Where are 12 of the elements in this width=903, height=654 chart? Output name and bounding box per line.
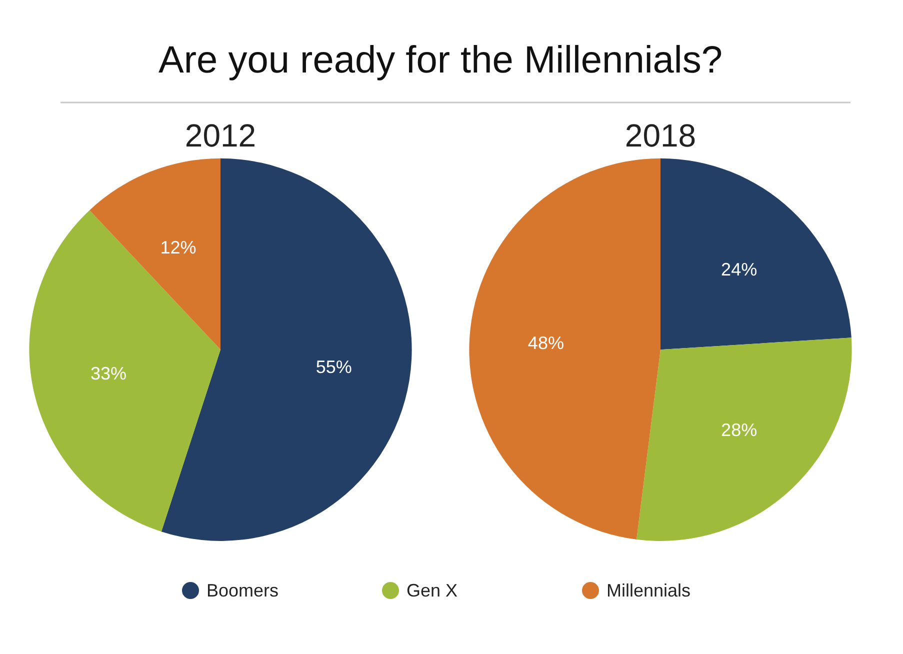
data-label: 55% <box>316 356 352 377</box>
legend-label: Gen X <box>406 580 458 600</box>
text: Are you ready for the Millennials? <box>158 40 722 82</box>
chart-title: 2012 <box>184 118 256 154</box>
data-label: 24% <box>721 259 758 280</box>
legend-label: Boomers <box>206 580 279 600</box>
data-label: 48% <box>528 332 564 353</box>
data-label: 28% <box>721 420 758 440</box>
data-label: 12% <box>160 237 196 258</box>
chart-title: 2018 <box>624 118 696 154</box>
legend-label: Millennials <box>606 580 691 600</box>
data-label: 33% <box>90 364 126 384</box>
